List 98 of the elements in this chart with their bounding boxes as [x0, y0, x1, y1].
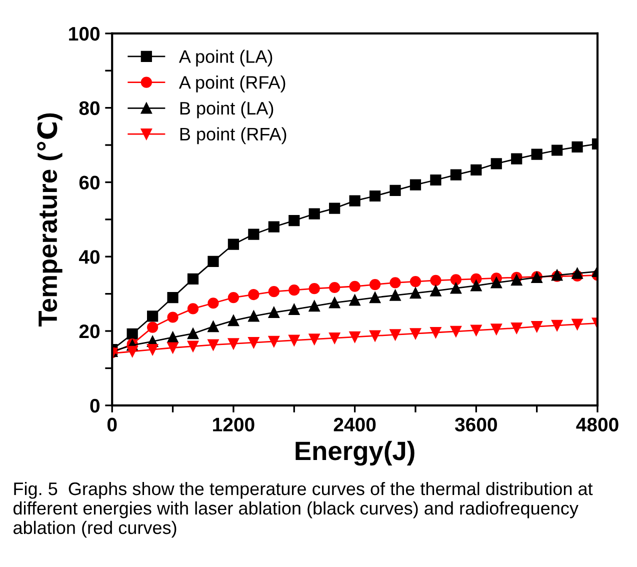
- point: [511, 274, 522, 286]
- point: [572, 141, 583, 152]
- point: [531, 320, 542, 332]
- point: [208, 256, 219, 268]
- point: [329, 202, 340, 214]
- caption: Fig. 5 Graphs show the temperature curves of the thermal distribution at different energies with laser ablation (black curves) and radiofrequency ablation (red curves): [14, 482, 593, 538]
- point: [349, 294, 360, 306]
- point: [511, 153, 522, 164]
- point: [450, 169, 462, 180]
- point: [187, 273, 199, 284]
- x-tick-label: 4800: [576, 418, 618, 432]
- point: [430, 326, 442, 338]
- legend-label: B point (RFA): [180, 127, 286, 144]
- point: [490, 158, 502, 170]
- point: [268, 221, 280, 232]
- point: [369, 330, 381, 342]
- point: [369, 278, 381, 290]
- point: [308, 300, 320, 312]
- point: [369, 190, 381, 202]
- point: [329, 282, 340, 294]
- point: [187, 340, 199, 352]
- point: [268, 306, 280, 318]
- point: [410, 328, 422, 340]
- point: [167, 292, 178, 304]
- point: [552, 144, 563, 156]
- legend-label: B point (LA): [180, 101, 274, 118]
- x-tick-label: 2400: [334, 418, 376, 432]
- point: [390, 184, 401, 196]
- point: [288, 214, 300, 226]
- x-tick-label: 0: [107, 418, 117, 432]
- point: [308, 208, 320, 220]
- point: [511, 322, 522, 334]
- point: [208, 339, 219, 350]
- point: [390, 290, 401, 301]
- point: [248, 228, 260, 240]
- x-tick-label: 1200: [213, 418, 254, 432]
- point: [430, 174, 442, 186]
- point: [208, 298, 219, 309]
- point: [308, 283, 320, 294]
- y-axis-title: Temperature (℃): [37, 113, 62, 327]
- point: [490, 277, 502, 288]
- point: [430, 274, 442, 286]
- point: [288, 284, 300, 296]
- y-tick-label: 40: [78, 250, 100, 264]
- point: [228, 315, 240, 326]
- point: [450, 274, 462, 286]
- x-axis-title: Energy(J): [296, 440, 414, 466]
- point: [349, 280, 360, 292]
- point: [187, 328, 199, 340]
- point: [288, 304, 300, 315]
- point: [288, 334, 300, 346]
- point: [390, 277, 401, 288]
- point: [187, 303, 199, 314]
- legend-label: A point (RFA): [178, 76, 286, 92]
- point: [308, 334, 320, 345]
- point: [450, 282, 462, 294]
- point: [470, 324, 482, 336]
- point: [147, 344, 158, 356]
- point: [572, 268, 583, 279]
- point: [329, 332, 340, 344]
- point: [147, 322, 158, 333]
- point: [369, 292, 381, 304]
- point: [147, 310, 158, 322]
- legend-label: A point (LA): [178, 50, 272, 67]
- point: [410, 179, 422, 190]
- point: [208, 320, 219, 332]
- point: [268, 336, 280, 347]
- y-tick-label: 0: [90, 398, 100, 413]
- point: [248, 289, 260, 300]
- point: [167, 342, 178, 354]
- point: [167, 312, 178, 323]
- point: [390, 329, 401, 340]
- point: [126, 328, 138, 340]
- point: [126, 346, 138, 358]
- point: [228, 238, 240, 250]
- y-tick-label: 80: [79, 101, 100, 116]
- point: [248, 310, 260, 322]
- x-tick-label: 3600: [454, 418, 497, 432]
- point: [410, 276, 422, 288]
- point: [450, 326, 462, 337]
- point: [329, 297, 340, 308]
- point: [228, 338, 240, 350]
- point: [349, 331, 360, 343]
- point: [268, 286, 280, 298]
- point: [470, 164, 482, 176]
- point: [248, 336, 260, 348]
- y-tick-label: 20: [79, 324, 100, 338]
- point: [552, 320, 563, 331]
- point: [572, 318, 583, 330]
- point: [490, 324, 502, 335]
- point: [470, 280, 482, 292]
- y-tick-label: 100: [69, 26, 100, 41]
- point: [228, 292, 240, 304]
- point: [531, 148, 542, 160]
- y-tick-label: 60: [79, 176, 100, 190]
- point: [430, 285, 442, 296]
- point: [410, 288, 422, 299]
- point: [349, 195, 360, 206]
